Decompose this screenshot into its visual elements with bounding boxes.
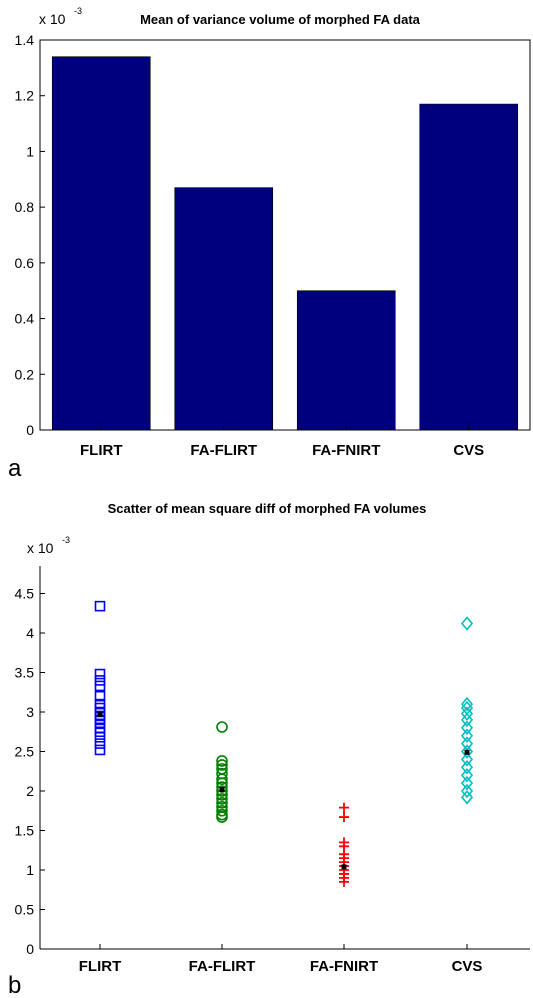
bar-fa-fnirt: [296, 290, 396, 431]
y-tick-label: 2: [26, 783, 34, 799]
y-tick-label: 3.5: [15, 665, 35, 681]
y-tick-label: 3: [26, 704, 34, 720]
bar-flirt: [51, 56, 151, 431]
bar-fa-flirt: [174, 187, 274, 431]
x-tick-label: FLIRT: [80, 442, 123, 459]
scatter-point-cvs: [460, 775, 474, 791]
scatter-point-fa-flirt: [216, 785, 228, 797]
y-tick-label: 0.5: [15, 902, 35, 918]
y-tick-label: 4.5: [15, 586, 35, 602]
chart-title-a: Mean of variance volume of morphed FA da…: [140, 12, 421, 27]
scatter-point-flirt: [94, 600, 106, 612]
scatter-point-cvs: [460, 752, 474, 767]
scale-prefix-a: x 10: [39, 11, 66, 27]
scatter-point-flirt: [94, 731, 106, 743]
scatter-point-flirt: [94, 680, 106, 692]
scatter-point-fa-flirt: [216, 793, 228, 805]
scatter-point-flirt: [94, 668, 106, 680]
scatter-point-cvs: [460, 720, 474, 736]
scatter-point-cvs: [460, 706, 474, 721]
scatter-point-fa-flirt: [216, 797, 228, 809]
x-tick-label: CVS: [453, 442, 484, 459]
y-tick-label: 1.4: [15, 32, 35, 48]
bar-chart-panel-a: x 10 -3 Mean of variance volume of morph…: [8, 6, 531, 482]
scatter-point-fa-fnirt: [339, 802, 349, 813]
scale-exponent-a: -3: [74, 6, 82, 16]
scatter-point-fa-flirt: [216, 781, 228, 793]
scatter-point-cvs: [460, 744, 474, 759]
scatter-point-cvs: [460, 783, 474, 799]
scatter-point-fa-flirt: [216, 804, 228, 817]
chart-title-b: Scatter of mean square diff of morphed F…: [108, 501, 427, 516]
y-tick-label: 1: [26, 862, 34, 878]
scatter-point-cvs: [460, 790, 474, 805]
y-tick-label: 1.2: [15, 88, 35, 104]
scatter-point-fa-flirt: [216, 755, 228, 767]
scatter-point-flirt: [94, 675, 106, 686]
y-tick-label: 1: [26, 143, 34, 159]
x-tick-label: FA-FNIRT: [312, 442, 380, 459]
mean-marker-cvs: [464, 749, 470, 755]
x-tick-label: FA-FNIRT: [310, 958, 378, 975]
y-tick-label: 1.5: [15, 823, 35, 839]
scatter-point-flirt: [94, 744, 106, 756]
x-tick-label: FLIRT: [79, 958, 122, 975]
scatter-point-fa-flirt: [216, 721, 228, 733]
y-tick-label: 2.5: [15, 744, 35, 760]
x-tick-label: CVS: [452, 958, 483, 975]
mean-marker-fa-fnirt: [341, 864, 347, 870]
scatter-point-cvs: [460, 696, 474, 712]
scatter-point-flirt: [94, 738, 106, 749]
scatter-point-cvs: [460, 616, 474, 631]
y-tick-label: 4: [26, 625, 34, 641]
scatter-point-cvs: [460, 767, 474, 783]
scatter-point-flirt: [94, 690, 106, 702]
panel-label-a: a: [8, 455, 22, 482]
panel-label-b: b: [8, 972, 21, 998]
x-tick-label: FA-FLIRT: [189, 958, 256, 975]
scale-prefix-b: x 10: [27, 540, 54, 556]
scatter-point-flirt: [94, 726, 106, 738]
y-tick-label: 0: [26, 941, 34, 957]
scatter-chart-panel-b: Scatter of mean square diff of morphed F…: [8, 501, 530, 998]
mean-marker-flirt: [97, 711, 103, 717]
scatter-point-cvs: [460, 760, 474, 775]
scale-exponent-b: -3: [62, 535, 70, 545]
y-tick-label: 0.8: [15, 199, 35, 215]
scatter-point-fa-fnirt: [339, 876, 349, 887]
y-tick-label: 0: [26, 422, 34, 438]
y-tick-label: 0.6: [15, 255, 35, 271]
x-tick-label: FA-FLIRT: [190, 442, 257, 459]
scatter-point-cvs: [460, 712, 474, 728]
scatter-point-fa-flirt: [216, 811, 228, 823]
axes-frame-a: [39, 39, 531, 431]
mean-marker-fa-flirt: [219, 786, 225, 792]
scatter-point-cvs: [460, 728, 474, 743]
y-tick-label: 0.2: [15, 366, 35, 382]
bar-cvs: [419, 103, 519, 431]
y-tick-label: 0.4: [15, 311, 35, 327]
scatter-point-fa-flirt: [216, 759, 228, 771]
scatter-point-cvs: [460, 736, 474, 751]
scatter-point-fa-flirt: [216, 773, 228, 785]
scatter-point-fa-fnirt: [339, 812, 349, 823]
